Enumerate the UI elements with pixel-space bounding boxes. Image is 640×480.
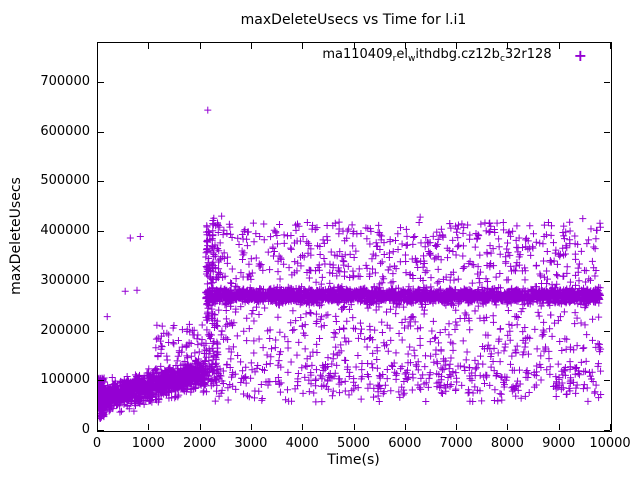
legend: ma110409relwithdbg.cz12bc32r128 +	[322, 47, 587, 64]
x-tick-label: 0	[92, 436, 102, 451]
legend-label-segment: 32r128	[504, 47, 552, 62]
y-tick-label: 400000	[40, 223, 90, 239]
x-tick-label: 7000	[439, 436, 473, 451]
chart-title: maxDeleteUsecs vs Time for l.i1	[240, 12, 467, 28]
y-tick-mark	[98, 330, 104, 332]
x-tick-label: 10000	[589, 436, 631, 451]
y-tick-mark	[604, 280, 610, 282]
y-tick-mark	[98, 280, 104, 282]
x-tick-mark	[558, 43, 560, 49]
x-tick-mark	[97, 43, 98, 49]
y-tick-mark	[98, 181, 104, 183]
legend-label-subscript: r	[392, 54, 397, 64]
legend-label-subscript: c	[499, 54, 505, 64]
x-tick-mark	[148, 43, 150, 49]
legend-label-segment: ithdbg.cz12b	[415, 47, 500, 62]
y-tick-mark	[604, 81, 610, 83]
legend-label-segment: el	[396, 47, 408, 62]
y-tick-mark	[604, 330, 610, 332]
x-axis-title: Time(s)	[327, 452, 380, 468]
x-tick-mark	[507, 43, 509, 49]
y-tick-mark	[604, 231, 610, 233]
y-tick-label: 300000	[40, 272, 90, 288]
x-tick-mark	[199, 424, 201, 430]
y-tick-label: 600000	[40, 123, 90, 139]
y-tick-mark	[604, 181, 610, 183]
y-tick-mark	[98, 131, 104, 133]
y-tick-label: 100000	[40, 372, 90, 388]
x-tick-mark	[302, 424, 304, 430]
x-tick-label: 9000	[542, 436, 576, 451]
x-tick-label: 6000	[388, 436, 422, 451]
x-tick-mark	[97, 424, 98, 430]
x-tick-mark	[199, 43, 201, 49]
x-tick-mark	[456, 43, 458, 49]
x-tick-mark	[558, 424, 560, 430]
y-tick-mark	[98, 430, 104, 431]
x-tick-mark	[610, 43, 611, 49]
x-tick-mark	[148, 424, 150, 430]
x-tick-label: 2000	[183, 436, 217, 451]
x-tick-label: 3000	[234, 436, 268, 451]
x-tick-mark	[404, 43, 406, 49]
legend-label-subscript: w	[407, 54, 416, 64]
plot-canvas	[98, 43, 611, 431]
legend-label: ma110409relwithdbg.cz12bc32r128	[322, 47, 551, 64]
x-tick-label: 1000	[131, 436, 165, 451]
legend-label-segment: ma110409	[322, 47, 393, 62]
x-tick-mark	[507, 424, 509, 430]
y-tick-mark	[98, 231, 104, 233]
y-tick-mark	[98, 81, 104, 83]
legend-marker-plus: +	[573, 45, 587, 65]
x-tick-label: 8000	[490, 436, 524, 451]
y-tick-label: 200000	[40, 322, 90, 338]
x-tick-mark	[250, 43, 252, 49]
x-tick-mark	[456, 424, 458, 430]
y-tick-mark	[604, 131, 610, 133]
y-tick-mark	[604, 380, 610, 382]
x-tick-mark	[302, 43, 304, 49]
y-tick-mark	[98, 380, 104, 382]
x-tick-mark	[250, 424, 252, 430]
y-tick-label: 500000	[40, 173, 90, 189]
x-tick-mark	[610, 424, 611, 430]
y-tick-mark	[604, 430, 610, 431]
x-tick-label: 5000	[336, 436, 371, 451]
x-tick-label: 4000	[285, 436, 319, 451]
plot-area: ma110409relwithdbg.cz12bc32r128 +	[97, 42, 612, 432]
y-tick-label: 0	[81, 422, 90, 437]
x-tick-mark	[404, 424, 406, 430]
x-tick-mark	[353, 424, 355, 430]
x-tick-mark	[353, 43, 355, 49]
y-tick-label: 700000	[40, 73, 90, 89]
